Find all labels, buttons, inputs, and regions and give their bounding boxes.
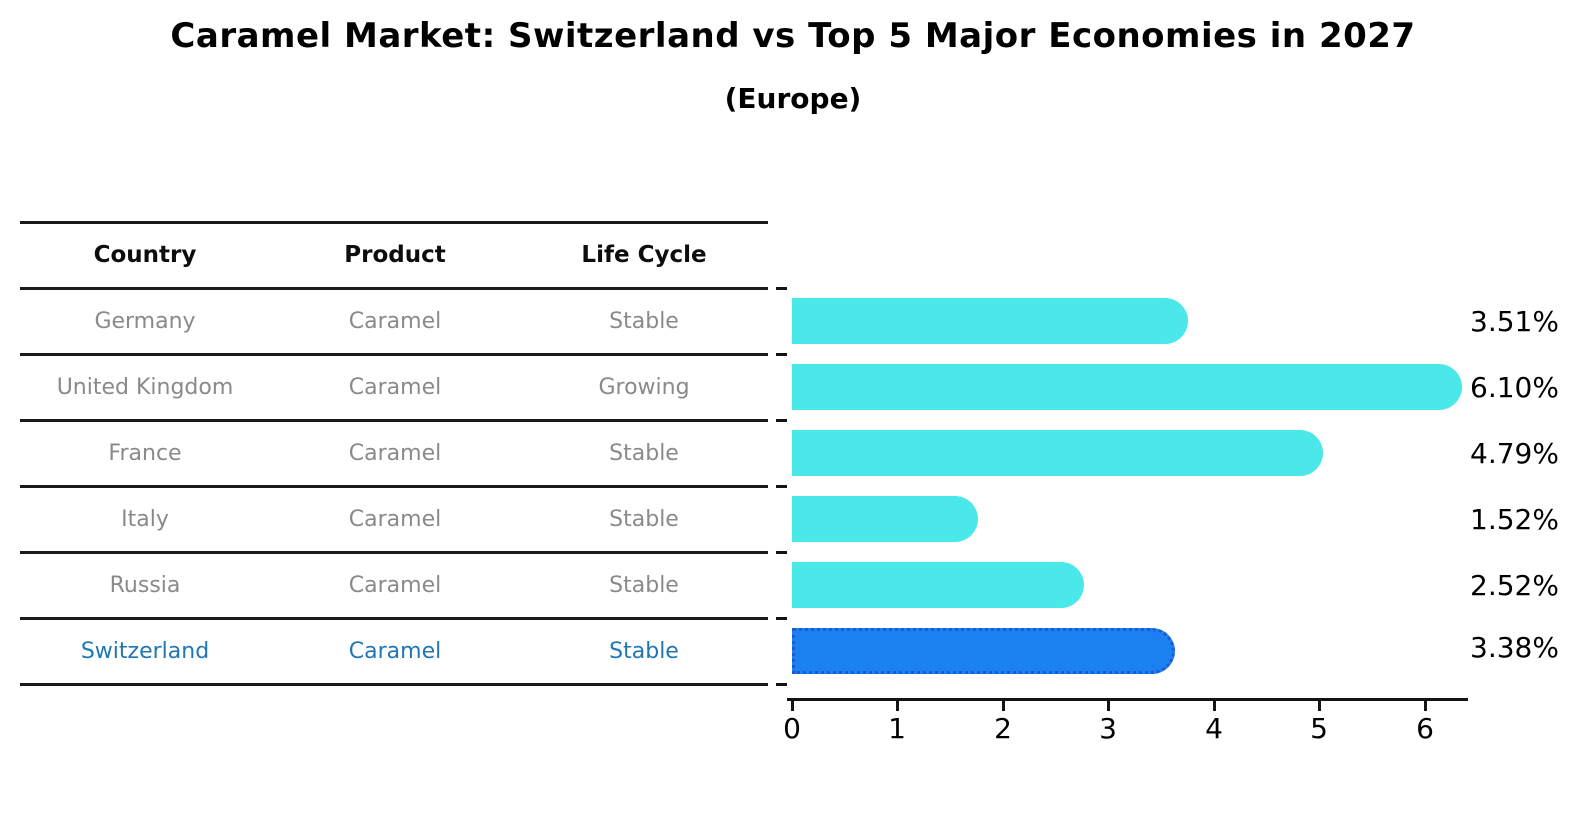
cell-country: Germany (94, 308, 196, 334)
x-tick-label: 5 (1310, 712, 1328, 745)
table-header-row: Country Product Life Cycle (20, 222, 768, 288)
x-tick-label: 6 (1416, 712, 1434, 745)
bar-switzerland (792, 628, 1175, 674)
value-label-russia: 2.52% (1470, 569, 1559, 602)
table-row-france: France Caramel Stable (20, 420, 768, 486)
value-label-france: 4.79% (1470, 437, 1559, 470)
bar-united-kingdom (792, 364, 1462, 410)
chart-title: Caramel Market: Switzerland vs Top 5 Maj… (170, 16, 1416, 56)
cell-life-cycle: Stable (609, 440, 679, 466)
y-axis-tick (776, 683, 787, 686)
table-rule (20, 353, 768, 356)
bar-france (792, 430, 1323, 476)
cell-product: Caramel (348, 572, 442, 598)
cell-life-cycle: Stable (609, 638, 679, 664)
cell-product: Caramel (348, 374, 442, 400)
table-rule (20, 419, 768, 422)
column-header-life-cycle: Life Cycle (581, 242, 707, 268)
cell-life-cycle: Stable (609, 572, 679, 598)
table-rule (20, 221, 768, 224)
x-tick-label: 2 (994, 712, 1012, 745)
x-tick-label: 4 (1205, 712, 1223, 745)
x-tick-label: 0 (783, 712, 801, 745)
y-axis-tick (776, 617, 787, 620)
y-axis-tick (776, 287, 787, 290)
chart-subtitle: (Europe) (724, 82, 862, 115)
x-tick-label: 3 (1099, 712, 1117, 745)
x-axis-tick (896, 701, 899, 711)
y-axis-tick (776, 551, 787, 554)
x-axis-tick (1424, 701, 1427, 711)
cell-product: Caramel (348, 440, 442, 466)
cell-country: Russia (109, 572, 181, 598)
table-row-italy: Italy Caramel Stable (20, 486, 768, 552)
cell-product: Caramel (348, 506, 442, 532)
cell-country: Italy (121, 506, 169, 532)
y-axis-tick (776, 485, 787, 488)
bar-russia (792, 562, 1084, 608)
value-label-united-kingdom: 6.10% (1470, 371, 1559, 404)
cell-product: Caramel (348, 638, 442, 664)
table-rule (20, 485, 768, 488)
cell-country: United Kingdom (56, 374, 234, 400)
x-axis-tick (1318, 701, 1321, 711)
cell-country: France (108, 440, 182, 466)
x-axis-tick (1213, 701, 1216, 711)
column-header-product: Product (344, 242, 446, 268)
table-row-russia: Russia Caramel Stable (20, 552, 768, 618)
bar-germany (792, 298, 1188, 344)
table-row-switzerland: Switzerland Caramel Stable (20, 618, 768, 684)
value-label-germany: 3.51% (1470, 305, 1559, 338)
table-rule (20, 617, 768, 620)
x-axis-tick (1002, 701, 1005, 711)
bar-italy (792, 496, 978, 542)
table-rule (20, 551, 768, 554)
y-axis-tick (776, 353, 787, 356)
cell-country: Switzerland (80, 638, 210, 664)
table-row-germany: Germany Caramel Stable (20, 288, 768, 354)
value-label-italy: 1.52% (1470, 503, 1559, 536)
table-rule (20, 287, 768, 290)
x-axis-tick (791, 701, 794, 711)
x-axis-line (787, 698, 1468, 701)
y-axis-tick (776, 419, 787, 422)
cell-life-cycle: Growing (598, 374, 690, 400)
cell-life-cycle: Stable (609, 506, 679, 532)
x-axis-tick (1107, 701, 1110, 711)
column-header-country: Country (93, 242, 197, 268)
cell-product: Caramel (348, 308, 442, 334)
x-tick-label: 1 (888, 712, 906, 745)
value-label-switzerland: 3.38% (1470, 631, 1559, 664)
cell-life-cycle: Stable (609, 308, 679, 334)
table-rule (20, 683, 768, 686)
table-row-united-kingdom: United Kingdom Caramel Growing (20, 354, 768, 420)
